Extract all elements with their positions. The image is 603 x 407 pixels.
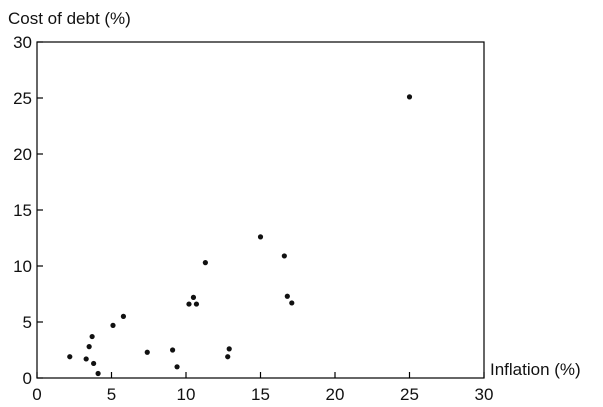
data-point xyxy=(144,349,150,355)
data-point xyxy=(120,313,127,319)
data-point xyxy=(202,260,208,266)
x-tick-label: 20 xyxy=(326,385,345,404)
data-point xyxy=(226,346,232,352)
plot-frame xyxy=(36,41,485,379)
data-point xyxy=(95,370,101,377)
y-tick-label: 25 xyxy=(13,89,32,108)
y-tick-label: 10 xyxy=(13,257,32,276)
y-tick-label: 30 xyxy=(13,33,32,52)
data-point xyxy=(67,354,73,360)
y-tick-label: 20 xyxy=(13,145,32,164)
x-axis-title: Inflation (%) xyxy=(490,360,581,379)
y-tick-label: 5 xyxy=(23,313,32,332)
data-point xyxy=(289,300,295,306)
x-tick-label: 30 xyxy=(475,385,494,404)
y-tick-label: 15 xyxy=(13,201,32,220)
data-point xyxy=(169,347,176,353)
data-point xyxy=(91,360,97,367)
x-tick-label: 0 xyxy=(32,385,41,404)
x-tick-label: 15 xyxy=(251,385,270,404)
data-point xyxy=(406,94,413,100)
data-point xyxy=(257,234,264,240)
y-axis-ticks: 0 5 10 15 20 25 30 xyxy=(13,33,43,388)
data-point xyxy=(281,253,287,259)
data-point xyxy=(284,293,290,299)
data-point xyxy=(89,333,95,340)
data-point xyxy=(186,301,192,307)
data-point xyxy=(174,364,180,370)
x-axis-ticks: 0 5 10 15 20 25 30 xyxy=(32,372,493,404)
data-point xyxy=(225,354,231,360)
data-point xyxy=(83,356,89,362)
data-point xyxy=(193,301,200,307)
data-points xyxy=(67,94,413,377)
y-axis-title: Cost of debt (%) xyxy=(8,9,131,28)
x-tick-label: 25 xyxy=(400,385,419,404)
y-tick-label: 0 xyxy=(23,369,32,388)
data-point xyxy=(86,344,92,350)
x-tick-label: 10 xyxy=(177,385,196,404)
x-tick-label: 5 xyxy=(107,385,116,404)
data-point xyxy=(190,294,197,300)
data-point xyxy=(110,322,116,328)
